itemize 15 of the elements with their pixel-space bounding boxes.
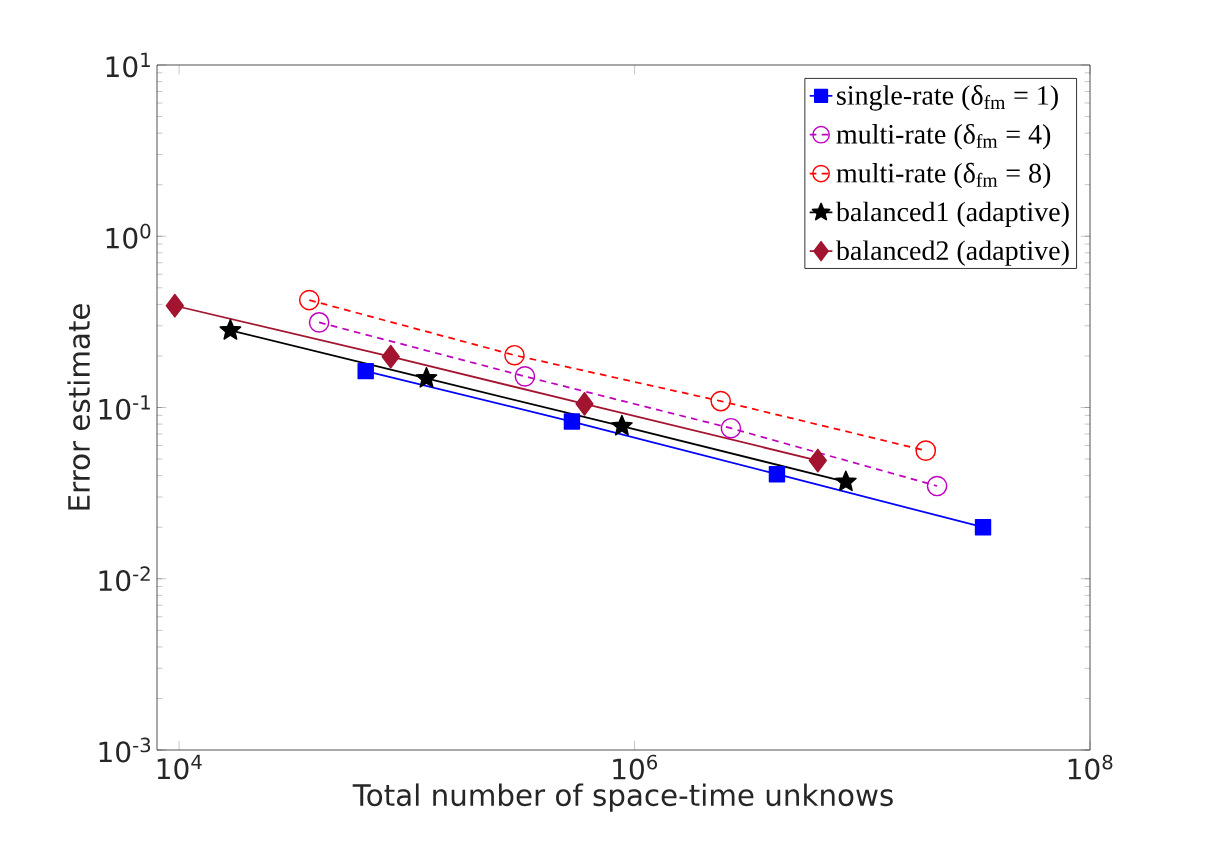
x-tick-label: 10$^{6}$ [613, 754, 658, 780]
y-tick-label: 10$^{-2}$ [99, 566, 150, 592]
x-axis-title: Total number of space-time unknows [352, 783, 893, 812]
y-axis-title: Error estimate [67, 304, 91, 510]
y-tick-label: 10$^{1}$ [106, 52, 150, 78]
legend-label: balanced2 (adaptive) [835, 240, 1069, 266]
x-tick-label: 10$^{4}$ [157, 754, 202, 780]
y-tick-label: 10$^{-1}$ [99, 395, 150, 420]
y-tick-label: 10$^{0}$ [106, 223, 151, 249]
legend-label: multi-rate (δ$_{fm}$ = 4) [836, 123, 1051, 150]
x-tick-label: 10$^{8}$ [1068, 754, 1113, 780]
legend-label: multi-rate (δ$_{fm}$ = 8) [836, 162, 1051, 189]
legend-label: single-rate (δ$_{fm}$ = 1) [837, 85, 1058, 111]
legend-label: balanced1 (adaptive) [835, 201, 1069, 228]
y-tick-label: 10$^{-3}$ [99, 737, 151, 763]
